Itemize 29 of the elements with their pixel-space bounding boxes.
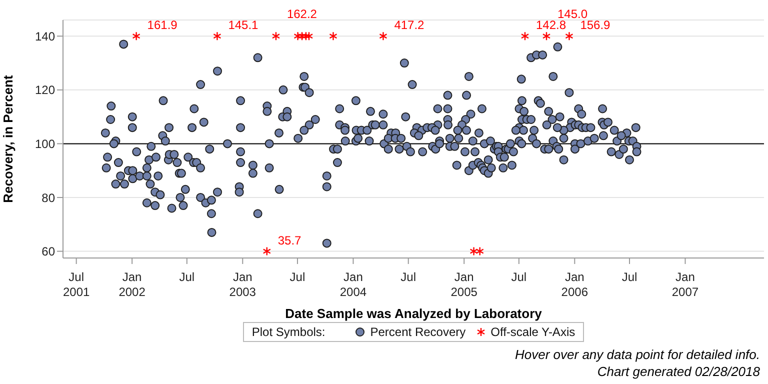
annotation: 417.2: [394, 18, 425, 32]
annotation: 161.9: [147, 18, 178, 32]
legend-label: Percent Recovery: [370, 325, 466, 339]
legend-label: Off-scale Y-Axis: [490, 325, 576, 339]
y-axis-title: Recovery, in Percent: [0, 74, 16, 203]
legend-title: Plot Symbols:: [252, 325, 326, 339]
x-tick-label: Jul: [511, 270, 527, 284]
x-tick-label: Jan 2007: [672, 270, 699, 299]
x-axis-title: Date Sample was Analyzed by Laboratory: [285, 306, 543, 321]
x-tick-label: Jan 2004: [340, 270, 367, 299]
annotation: 35.7: [278, 233, 302, 248]
text: Hover over any data point for detailed info.: [515, 346, 760, 363]
x-tick-label: Jul: [622, 270, 638, 284]
y-tick-label: 140: [34, 29, 56, 44]
y-tick-label: 60: [42, 244, 56, 259]
x-tick-label: Jan 2002: [118, 270, 146, 299]
y-tick-label: 120: [34, 83, 56, 98]
x-tick-label: Jan 2003: [229, 270, 256, 299]
x-tick-label: Jul: [400, 270, 416, 284]
x-tick-label: Jul: [290, 270, 306, 284]
y-tick-label: 80: [42, 190, 56, 205]
annotation: 145.1: [228, 18, 259, 32]
text: Chart generated 02/28/2018: [596, 363, 760, 380]
x-tick-label: Jan 2006: [561, 270, 588, 299]
x-tick-label: Jul 2001: [62, 270, 90, 299]
y-tick-label: 100: [34, 136, 56, 151]
x-tick-label: Jul: [179, 270, 195, 284]
x-tick-label: Jan 2005: [450, 270, 478, 299]
annotation: 162.2: [286, 7, 318, 22]
